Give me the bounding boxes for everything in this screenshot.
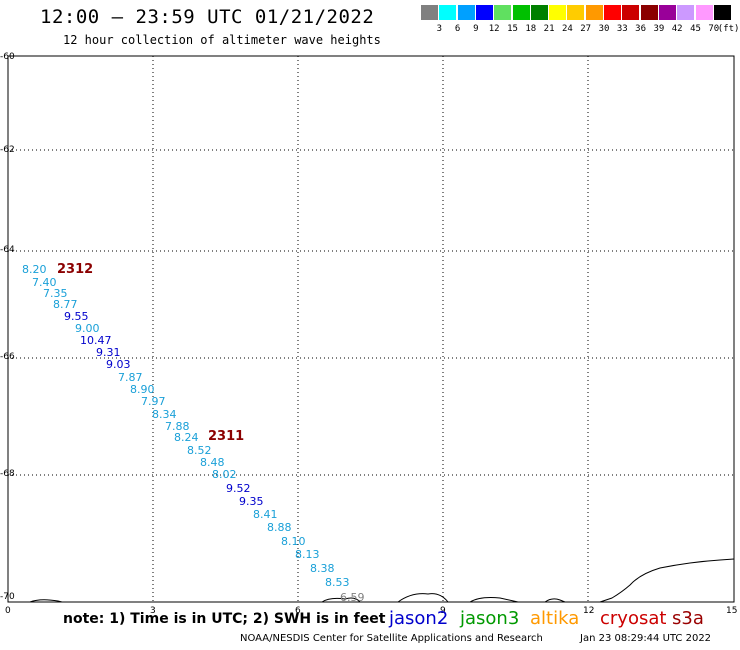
map-frame	[7, 55, 735, 603]
coastline	[29, 558, 735, 603]
y-axis-label: -68	[0, 469, 15, 479]
wave-height-value: 7.35	[43, 287, 68, 300]
wave-height-value: 7.88	[165, 420, 190, 433]
satellite-legend-s3a: s3a	[672, 608, 704, 629]
wave-height-value: 8.02	[212, 468, 237, 481]
wave-height-value: 8.38	[310, 562, 335, 575]
legend-tick-label: 27	[580, 24, 592, 34]
legend-tick-label: 30	[598, 24, 610, 34]
legend-color-swatch	[658, 5, 676, 20]
legend-color-swatch	[585, 5, 603, 20]
legend-color-swatch	[640, 5, 658, 20]
satellite-legend-altika: altika	[530, 608, 580, 629]
legend-color-swatch	[530, 5, 548, 20]
wave-height-value: 8.90	[130, 383, 155, 396]
wave-height-value: 8.77	[53, 298, 78, 311]
y-axis-label: -60	[0, 52, 15, 62]
wave-height-value: 7.40	[32, 276, 57, 289]
legend-tick-label: 36	[635, 24, 647, 34]
wave-height-value: 9.55	[64, 310, 89, 323]
wave-height-value: 9.00	[75, 322, 100, 335]
legend-tick-label: 12	[488, 24, 500, 34]
map-grid	[8, 56, 734, 602]
x-axis-label: 3	[150, 606, 156, 616]
legend-color-swatch	[512, 5, 530, 20]
wave-height-value: 9.31	[96, 346, 121, 359]
footnote: note: 1) Time is in UTC; 2) SWH is in fe…	[63, 611, 386, 627]
legend-tick-label: 39	[653, 24, 665, 34]
legend-color-swatch	[604, 5, 621, 20]
legend-color-swatch	[457, 5, 475, 20]
satellite-legend-jason2: jason2	[389, 608, 449, 629]
legend-color-swatch	[567, 5, 585, 20]
legend-tick-label: 42	[671, 24, 683, 34]
legend-color-swatch	[549, 5, 567, 20]
legend-tick-label: 33	[616, 24, 628, 34]
legend-color-swatch	[677, 5, 695, 20]
x-axis-label: 6	[295, 606, 301, 616]
legend-tick-label: 9	[473, 24, 479, 34]
x-axis-label: 9	[440, 606, 446, 616]
pass-number-label: 2311	[208, 429, 245, 444]
wave-height-value: 8.10	[281, 535, 306, 548]
color-scale-legend: 3 6 9 12 15 18 21 24 27 30 33 36 39 42 45 70 (ft)	[421, 5, 739, 35]
legend-tick-label: 3	[436, 24, 442, 34]
legend-tick-label: 24	[561, 24, 573, 34]
legend-color-swatch	[695, 5, 713, 20]
x-axis-label: 0	[5, 606, 11, 616]
satellite-legend-jason3: jason3	[460, 608, 520, 629]
satellite-legend-cryosat: cryosat	[600, 608, 667, 629]
legend-color-swatch	[622, 5, 640, 20]
map-subtitle: 12 hour collection of altimeter wave hei…	[63, 33, 381, 47]
legend-unit-label: (ft)	[717, 24, 740, 34]
legend-tick-label: 15	[507, 24, 518, 34]
wave-height-value: 8.53	[325, 576, 350, 589]
wave-height-value: 8.41	[253, 508, 278, 521]
wave-height-value: 8.24	[174, 431, 199, 444]
y-axis-label: -62	[0, 145, 15, 155]
legend-tick-label: 70	[708, 24, 720, 34]
legend-tick-label: 45	[690, 24, 701, 34]
wave-height-value: 9.35	[239, 495, 264, 508]
wave-height-value: 8.52	[187, 444, 212, 457]
map-title: 12:00 – 23:59 UTC 01/21/2022	[40, 6, 375, 28]
wave-height-value: 8.13	[295, 548, 320, 561]
footer-credit: NOAA/NESDIS Center for Satellite Applica…	[240, 633, 543, 644]
wave-height-value: 8.88	[267, 521, 292, 534]
wave-height-value: 7.87	[118, 371, 143, 384]
y-axis-label: -70	[0, 592, 15, 602]
legend-color-swatch	[421, 5, 438, 20]
wave-height-value: 7.97	[141, 395, 166, 408]
y-axis-label: -64	[0, 245, 15, 255]
legend-color-swatch	[475, 5, 493, 20]
wave-height-value: 10.47	[80, 334, 112, 347]
wave-height-value: 8.48	[200, 456, 225, 469]
y-axis-label: -66	[0, 352, 15, 362]
x-axis-label: 15	[726, 606, 738, 616]
legend-tick-label: 21	[543, 24, 555, 34]
wave-height-value: 8.34	[152, 408, 177, 421]
pass-number-label: 2312	[57, 262, 94, 277]
legend-color-swatch	[494, 5, 512, 20]
wave-height-value: 9.52	[226, 482, 251, 495]
x-axis-label: 12	[583, 606, 595, 616]
legend-color-swatch	[713, 5, 731, 20]
wave-height-value: 8.20	[22, 263, 47, 276]
legend-tick-label: 18	[525, 24, 537, 34]
wave-height-value: 9.03	[106, 358, 131, 371]
wave-height-value: 6.59	[340, 591, 365, 604]
legend-color-swatch	[439, 5, 457, 20]
footer-timestamp: Jan 23 08:29:44 UTC 2022	[580, 633, 712, 644]
legend-tick-label: 6	[454, 24, 461, 34]
